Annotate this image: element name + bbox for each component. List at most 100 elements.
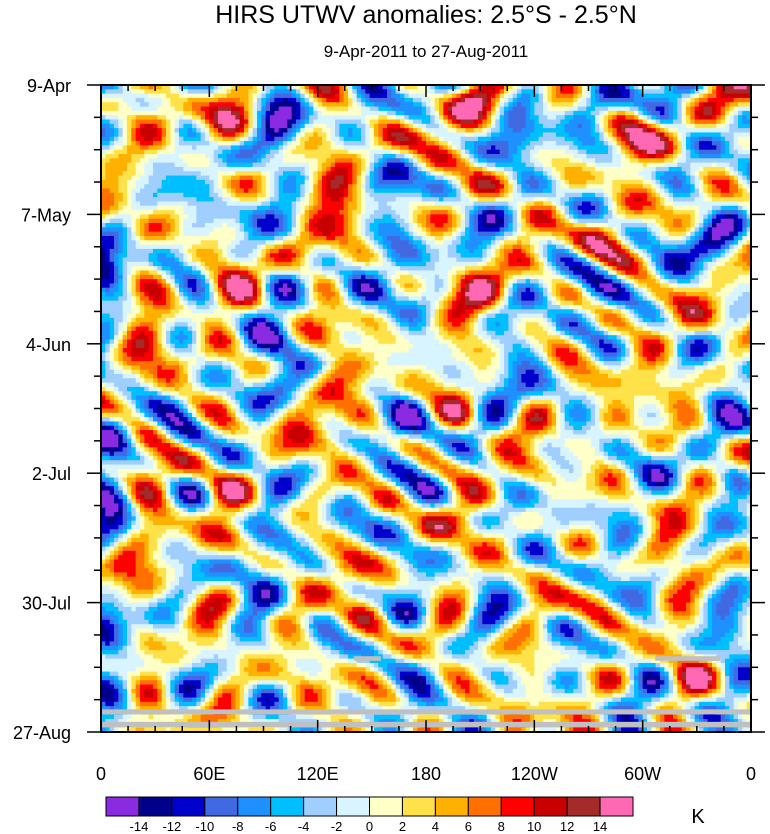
- field-cell: [127, 158, 132, 164]
- field-cell: [634, 136, 639, 142]
- field-cell: [400, 123, 405, 129]
- field-cell: [148, 184, 154, 190]
- field-cell: [430, 154, 436, 159]
- field-cell: [590, 218, 596, 224]
- field-cell: [651, 93, 657, 99]
- field-cell: [582, 179, 587, 185]
- field-cell: [668, 201, 674, 207]
- field-cell: [278, 210, 284, 215]
- field-cell: [174, 201, 180, 207]
- field-cell: [278, 205, 284, 211]
- field-cell: [651, 175, 657, 181]
- field-cell: [335, 97, 340, 103]
- field-cell: [426, 106, 431, 112]
- field-cell: [590, 175, 596, 181]
- field-cell: [447, 97, 453, 103]
- field-cell: [248, 136, 254, 142]
- field-cell: [703, 179, 709, 185]
- field-cell: [161, 201, 167, 207]
- field-cell: [170, 214, 176, 220]
- field-cell: [352, 188, 358, 194]
- field-cell: [543, 136, 548, 142]
- field-cell: [187, 128, 193, 134]
- field-cell: [651, 123, 657, 129]
- field-cell: [603, 158, 609, 164]
- field-cell: [378, 145, 384, 151]
- field-cell: [361, 119, 366, 125]
- field-cell: [261, 145, 267, 151]
- field-cell: [686, 197, 691, 203]
- field-cell: [192, 188, 197, 194]
- field-cell: [200, 110, 206, 116]
- field-cell: [569, 123, 574, 129]
- field-cell: [231, 110, 236, 116]
- field-cell: [144, 128, 150, 134]
- field-cell: [746, 149, 751, 155]
- field-cell: [625, 102, 631, 108]
- field-cell: [586, 162, 592, 168]
- field-cell: [677, 184, 683, 190]
- field-cell: [278, 218, 284, 224]
- field-cell: [183, 166, 189, 172]
- field-cell: [564, 171, 570, 177]
- field-cell: [664, 85, 670, 90]
- field-cell: [746, 154, 751, 159]
- field-cell: [733, 154, 739, 159]
- field-cell: [335, 166, 340, 172]
- field-cell: [352, 154, 358, 159]
- field-cell: [296, 218, 301, 224]
- field-cell: [720, 97, 726, 103]
- field-cell: [395, 106, 401, 112]
- field-cell: [261, 166, 267, 172]
- field-cell: [391, 218, 397, 224]
- field-cell: [348, 154, 353, 159]
- field-cell: [443, 102, 449, 108]
- field-cell: [660, 132, 665, 138]
- field-cell: [391, 166, 397, 172]
- field-cell: [252, 154, 258, 159]
- field-cell: [278, 145, 284, 151]
- field-cell: [447, 106, 453, 112]
- field-cell: [486, 119, 492, 125]
- field-cell: [733, 162, 739, 168]
- field-cell: [504, 188, 509, 194]
- field-cell: [187, 132, 193, 138]
- field-cell: [660, 123, 665, 129]
- field-cell: [378, 223, 384, 228]
- field-cell: [278, 184, 284, 190]
- field-cell: [283, 162, 288, 168]
- field-cell: [543, 119, 548, 125]
- field-cell: [213, 128, 219, 134]
- field-cell: [707, 162, 713, 168]
- field-cell: [452, 184, 457, 190]
- field-cell: [391, 93, 397, 99]
- field-cell: [746, 184, 751, 190]
- field-cell: [395, 175, 401, 181]
- field-cell: [192, 179, 197, 185]
- field-cell: [179, 102, 184, 108]
- field-cell: [668, 197, 674, 203]
- field-cell: [473, 123, 479, 129]
- field-cell: [482, 197, 488, 203]
- field-cell: [538, 166, 544, 172]
- field-cell: [521, 188, 527, 194]
- field-cell: [742, 214, 748, 220]
- field-cell: [616, 223, 622, 228]
- field-cell: [153, 136, 158, 142]
- field-cell: [621, 192, 626, 198]
- field-cell: [521, 106, 527, 112]
- field-cell: [374, 188, 379, 194]
- field-cell: [456, 89, 462, 95]
- field-cell: [426, 102, 431, 108]
- field-cell: [278, 214, 284, 220]
- field-cell: [686, 141, 691, 146]
- field-cell: [499, 110, 505, 116]
- field-cell: [387, 166, 392, 172]
- field-cell: [369, 223, 375, 228]
- field-cell: [634, 214, 639, 220]
- field-cell: [642, 214, 648, 220]
- field-cell: [122, 214, 128, 220]
- field-cell: [729, 102, 735, 108]
- field-cell: [486, 97, 492, 103]
- field-cell: [235, 154, 241, 159]
